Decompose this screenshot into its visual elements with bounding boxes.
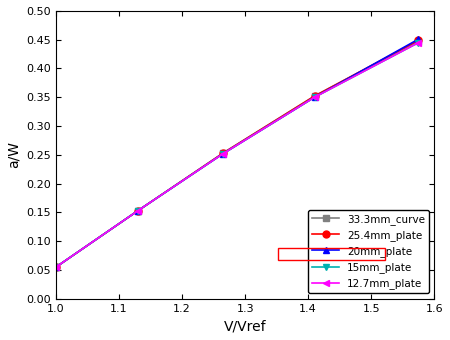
20mm_plate: [54, 265, 59, 269]
25.4mm_plate: [135, 208, 141, 212]
25.4mm_plate: [220, 151, 226, 155]
15mm_plate: [220, 152, 226, 156]
12.7mm_plate: [416, 40, 421, 45]
15mm_plate: [54, 265, 59, 269]
33.3mm_curve: [416, 39, 421, 43]
Line: 20mm_plate: 20mm_plate: [53, 36, 422, 270]
Line: 33.3mm_curve: 33.3mm_curve: [53, 37, 422, 270]
Line: 25.4mm_plate: 25.4mm_plate: [53, 37, 422, 270]
33.3mm_curve: [312, 94, 317, 98]
15mm_plate: [135, 208, 141, 212]
Line: 15mm_plate: 15mm_plate: [53, 39, 422, 270]
25.4mm_plate: [312, 94, 317, 98]
20mm_plate: [220, 152, 226, 156]
15mm_plate: [416, 40, 421, 45]
Y-axis label: a/W: a/W: [7, 141, 21, 168]
Legend: 33.3mm_curve, 25.4mm_plate, 20mm_plate, 15mm_plate, 12.7mm_plate: 33.3mm_curve, 25.4mm_plate, 20mm_plate, …: [308, 210, 429, 293]
33.3mm_curve: [220, 151, 226, 155]
12.7mm_plate: [220, 152, 226, 156]
20mm_plate: [135, 208, 141, 212]
12.7mm_plate: [135, 208, 141, 212]
X-axis label: V/Vref: V/Vref: [224, 319, 266, 333]
Line: 12.7mm_plate: 12.7mm_plate: [53, 39, 422, 270]
12.7mm_plate: [54, 265, 59, 269]
15mm_plate: [312, 95, 317, 99]
20mm_plate: [416, 37, 421, 41]
33.3mm_curve: [135, 208, 141, 212]
20mm_plate: [312, 95, 317, 99]
25.4mm_plate: [54, 265, 59, 269]
12.7mm_plate: [312, 95, 317, 99]
33.3mm_curve: [54, 265, 59, 269]
25.4mm_plate: [416, 38, 421, 42]
